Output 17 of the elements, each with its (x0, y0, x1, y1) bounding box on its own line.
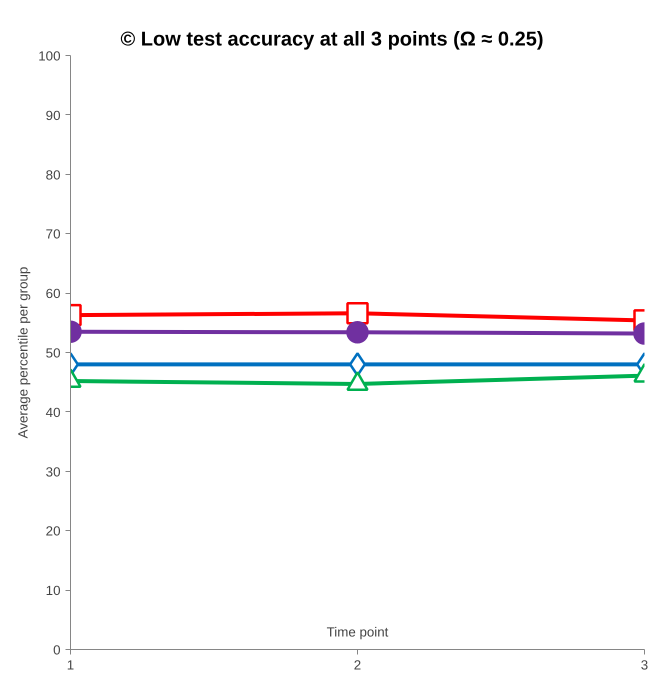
y-tick-label: 90 (46, 108, 61, 123)
x-axis-title: Time point (326, 624, 389, 640)
y-tick-label: 80 (46, 167, 61, 182)
y-tick-label: 0 (53, 642, 61, 658)
y-axis-title: Average percentile per group (15, 266, 30, 438)
y-tick-label: 70 (46, 226, 61, 242)
y-tick-label: 20 (46, 524, 61, 539)
x-tick-label: 2 (354, 658, 362, 672)
x-tick-label: 3 (640, 658, 648, 672)
y-tick-label: 50 (46, 346, 61, 360)
y-tick-label: 40 (46, 404, 61, 420)
chart-title: © Low test accuracy at all 3 points (Ω ≈ 0.25) (120, 28, 544, 50)
y-tick-label: 60 (46, 286, 61, 302)
y-tick-label: 10 (46, 583, 61, 598)
y-tick-label: 100 (38, 48, 61, 64)
x-tick-label: 1 (66, 658, 74, 672)
y-tick-label: 30 (46, 464, 61, 480)
